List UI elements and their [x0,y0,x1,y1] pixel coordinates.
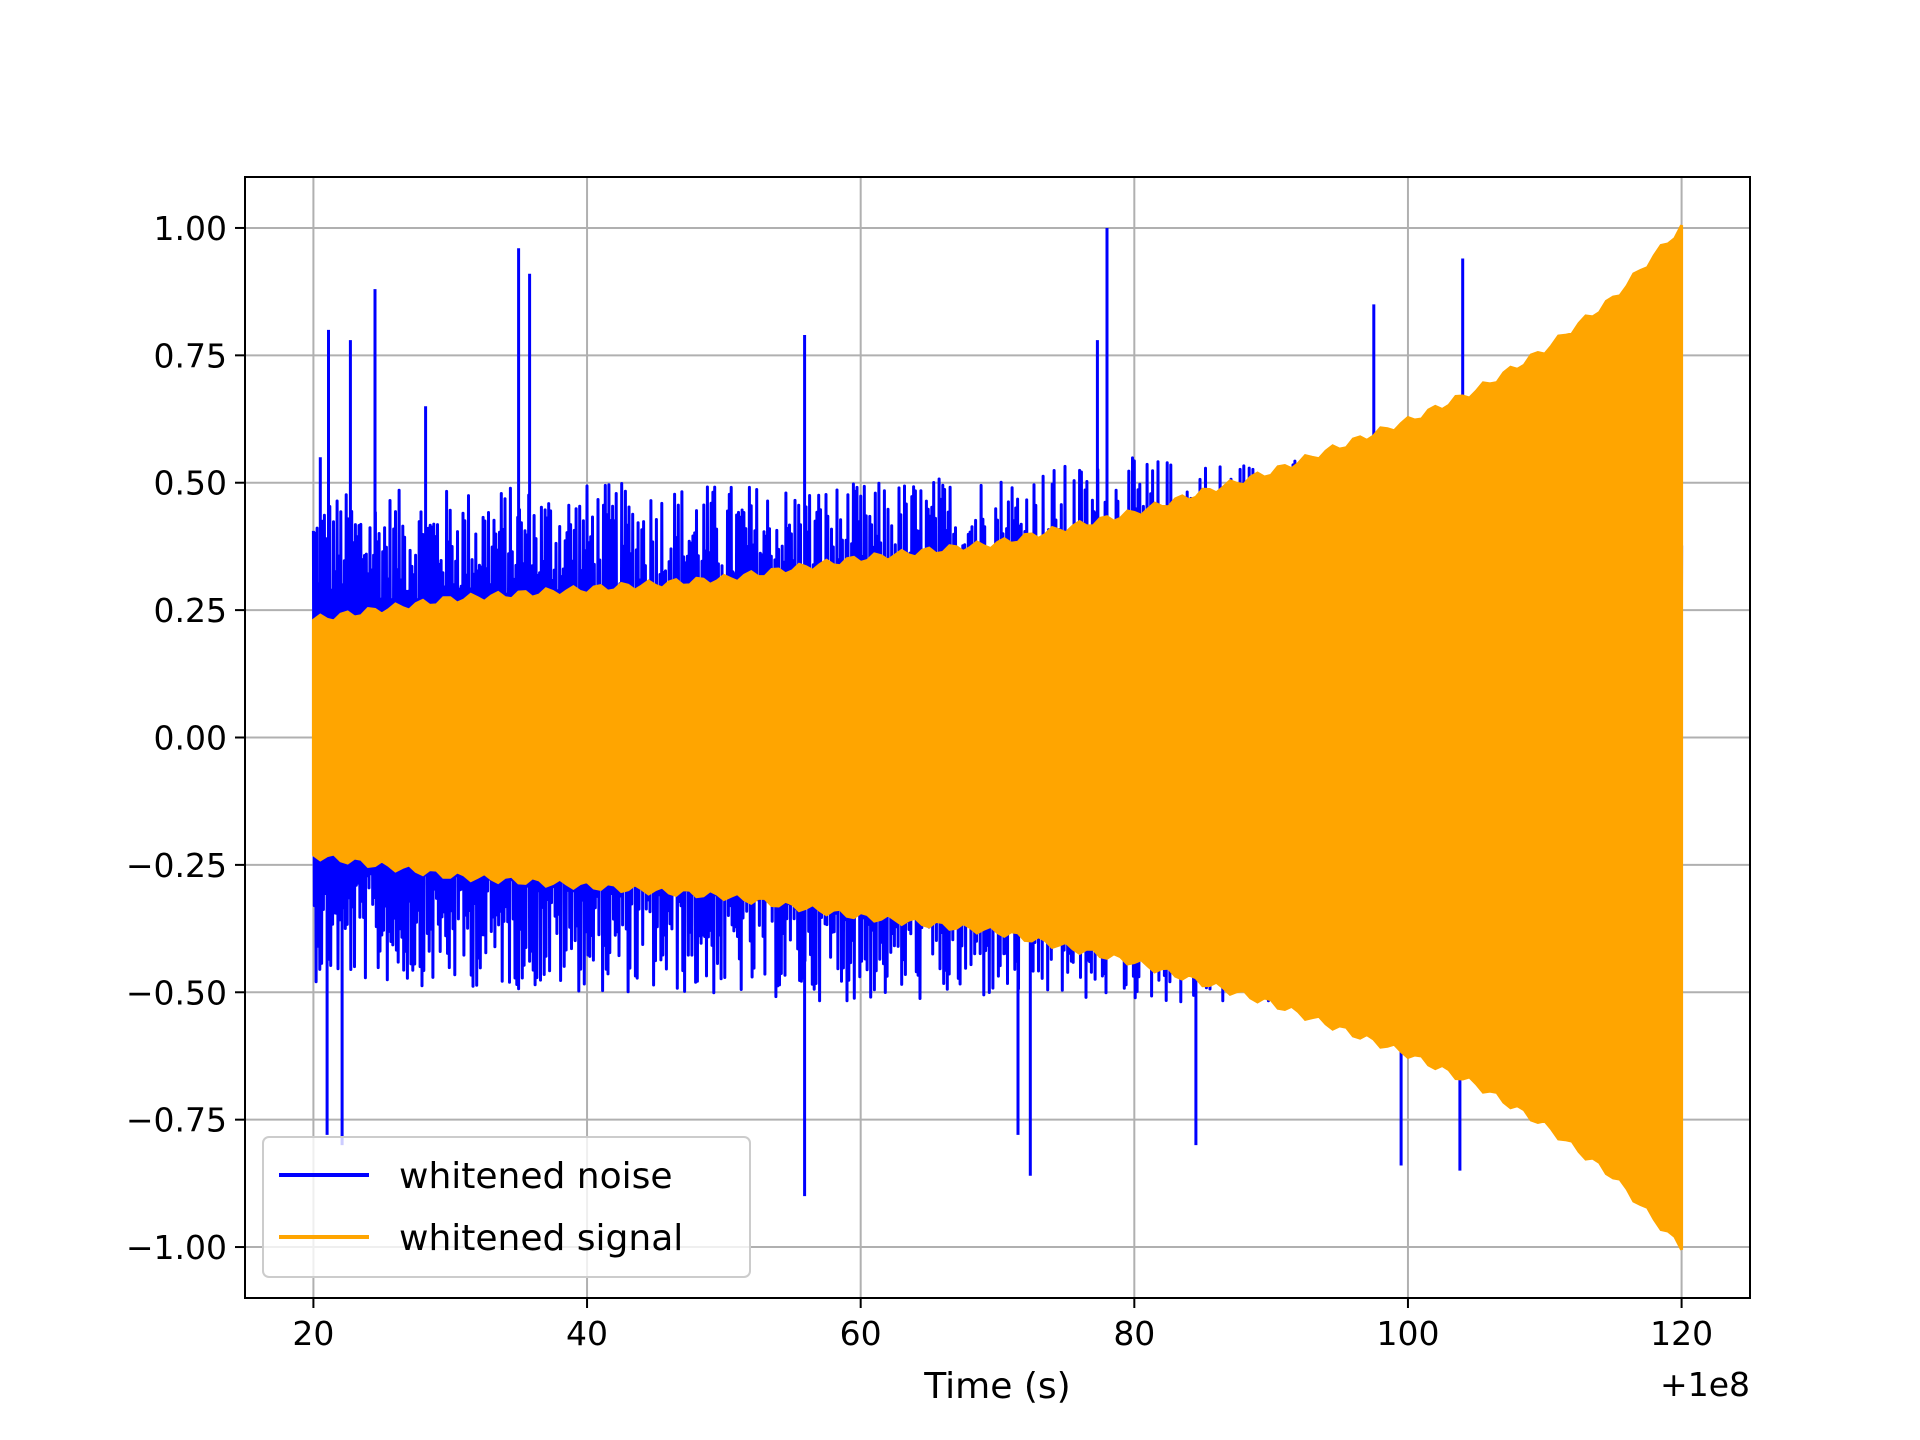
x-axis-label: Time (s) [923,1366,1070,1407]
y-tick-label: 0.00 [154,719,227,758]
y-tick-label: 0.50 [154,464,227,503]
x-offset-text: +1e8 [1660,1365,1750,1404]
legend-box [262,1136,751,1278]
y-tick-label: −0.25 [126,846,227,885]
x-tick-label: 20 [292,1314,334,1353]
y-tick-label: −0.75 [126,1101,227,1140]
x-tick-label: 60 [840,1314,882,1353]
legend-label-whitened-noise: whitened noise [399,1156,673,1197]
series-layer [311,224,1684,1251]
x-tick-label: 100 [1376,1314,1439,1353]
y-tick-label: −1.00 [126,1228,227,1267]
x-tick-label: 40 [566,1314,608,1353]
ticks: 20 40 60 80 100 120 −1.00 −0.75 −0.50 −0.25 0.00 0.… [126,209,1713,1353]
y-tick-label: 0.25 [154,591,227,630]
x-tick-label: 120 [1650,1314,1713,1353]
x-tick-label: 80 [1113,1314,1155,1353]
y-tick-label: 1.00 [154,209,227,248]
series-whitened-signal [311,224,1684,1251]
legend-label-whitened-signal: whitened signal [399,1218,683,1259]
legend: whitened noise whitened signal [262,1136,751,1278]
y-tick-label: −0.50 [126,973,227,1012]
y-tick-label: 0.75 [154,336,227,375]
